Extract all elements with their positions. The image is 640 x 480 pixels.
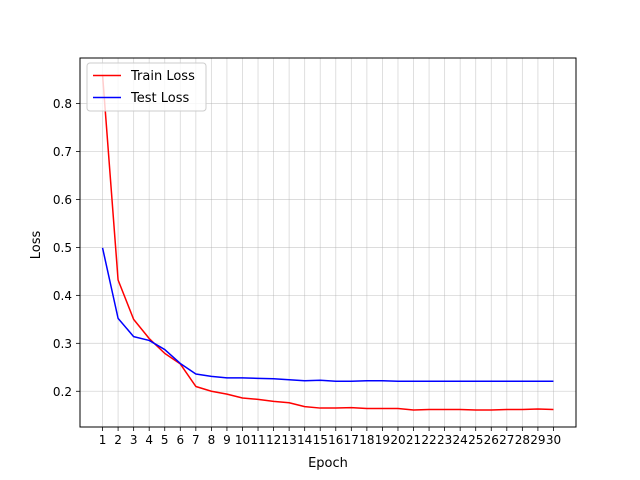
x-tick-label: 12: [266, 433, 281, 447]
plot-frame: [79, 57, 577, 428]
x-tick-label: 21: [406, 433, 421, 447]
x-tick-label: 20: [390, 433, 405, 447]
x-tick-label: 11: [250, 433, 265, 447]
x-tick-label: 26: [484, 433, 499, 447]
y-tick-label: 0.2: [53, 385, 72, 399]
x-tick-label: 9: [223, 433, 231, 447]
x-tick-label: 2: [114, 433, 122, 447]
grid: [80, 58, 576, 427]
x-tick-label: 22: [421, 433, 436, 447]
x-tick-label: 3: [130, 433, 138, 447]
x-tick-label: 16: [328, 433, 343, 447]
x-tick-label: 6: [176, 433, 184, 447]
x-tick-label: 29: [530, 433, 545, 447]
y-tick-label: 0.3: [53, 337, 72, 351]
x-tick-label: 4: [145, 433, 153, 447]
series-line-test-loss: [101, 247, 554, 382]
x-tick-label: 18: [359, 433, 374, 447]
legend: Train Loss Test Loss: [86, 62, 207, 112]
y-axis-ticks: 0.2 0.3 0.4 0.5 0.6 0.7 0.8: [53, 97, 80, 399]
series-line-train-loss: [101, 74, 554, 411]
y-tick-label: 0.8: [53, 97, 72, 111]
x-tick-label: 27: [499, 433, 514, 447]
x-tick-label: 15: [313, 433, 328, 447]
x-tick-label: 8: [208, 433, 216, 447]
x-tick-label: 13: [281, 433, 296, 447]
y-tick-label: 0.7: [53, 145, 72, 159]
x-tick-label: 25: [468, 433, 483, 447]
series-lines: [101, 74, 554, 411]
x-tick-label: 19: [375, 433, 390, 447]
x-tick-label: 28: [515, 433, 530, 447]
y-tick-label: 0.4: [53, 289, 72, 303]
x-axis-ticks: 1 2 3 4 5 6 7 8 9 10 11 12 13 14 15 16 17 18 19 20 21 22 23 24 2…: [99, 427, 561, 447]
legend-label-test-loss: Test Loss: [130, 91, 189, 106]
x-tick-label: 23: [437, 433, 452, 447]
x-tick-label: 30: [546, 433, 561, 447]
y-tick-label: 0.6: [53, 193, 72, 207]
y-tick-label: 0.5: [53, 241, 72, 255]
x-tick-label: 10: [235, 433, 250, 447]
x-tick-label: 24: [453, 433, 468, 447]
x-axis-label: Epoch: [308, 456, 348, 471]
x-tick-label: 14: [297, 433, 312, 447]
x-tick-label: 17: [344, 433, 359, 447]
x-tick-label: 5: [161, 433, 169, 447]
x-tick-label: 1: [99, 433, 107, 447]
y-axis-label: Loss: [29, 231, 44, 260]
legend-label-train-loss: Train Loss: [130, 69, 195, 84]
x-tick-label: 7: [192, 433, 200, 447]
